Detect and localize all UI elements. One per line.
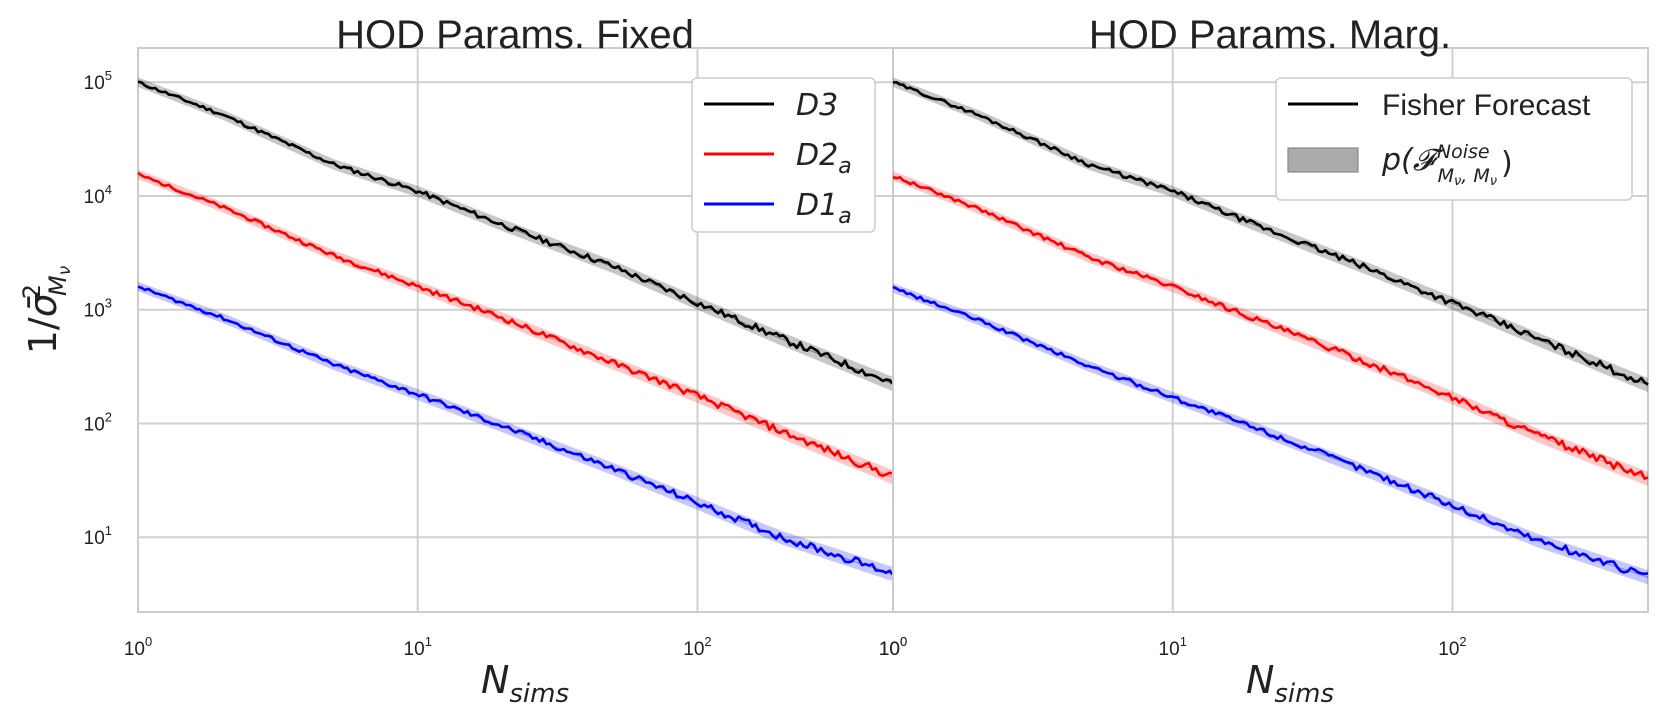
series-line-d1a <box>892 285 1649 576</box>
x-label-sub: sims <box>509 679 569 709</box>
x-axis-label-left: Nsims <box>481 658 569 709</box>
legend-noise-p: p( <box>1381 143 1414 178</box>
x-tick-exp: 0 <box>900 634 907 649</box>
legend-d1a-base: D1 <box>796 188 838 223</box>
y-tick-exp: 3 <box>105 296 112 311</box>
legend-label-d2a: D2a <box>796 138 852 179</box>
y-tick-label: 105 <box>84 68 112 94</box>
y-label-sub: M <box>44 275 72 296</box>
legend-d3-base: D3 <box>796 88 838 123</box>
legend-label-d3: D3 <box>796 88 838 123</box>
y-tick-exp: 4 <box>105 182 112 197</box>
y-tick-exp: 2 <box>105 409 112 424</box>
y-tick-label: 101 <box>84 523 112 549</box>
panel-hod-fixed: HOD Params. Fixed 100 101 102 100 101102103… <box>18 13 907 709</box>
x-tick-exp: 1 <box>1180 634 1187 649</box>
x-tick-label: 100 <box>879 634 907 660</box>
legend-noise-subsub2: ν <box>1490 174 1497 189</box>
x-tick-label: 100 <box>879 634 907 660</box>
y-tick-base: 10 <box>84 73 105 94</box>
x-tick-base: 10 <box>1438 639 1459 660</box>
panel-hod-marg: HOD Params. Marg. 100 101 102 Nsims Fisher… <box>879 13 1649 709</box>
x-tick-base: 10 <box>879 639 900 660</box>
legend-frame-right <box>1275 77 1633 201</box>
x-tick-base: 10 <box>879 639 900 660</box>
y-label-prefix: 1/ <box>21 317 65 354</box>
lines-left <box>137 80 895 576</box>
y-tick-base: 10 <box>84 414 105 435</box>
y-label-subsub: ν <box>55 265 75 275</box>
legend-noise-subsub: ν <box>1454 174 1461 189</box>
y-tick-base: 10 <box>84 301 105 322</box>
legend-label-noise: p(𝓕 Noise Mν, Mν) <box>1381 141 1513 189</box>
series-line-d1a <box>137 285 895 576</box>
y-axis-label: 1/σ̄2Mν <box>18 265 75 354</box>
y-tick-exp: 5 <box>105 68 112 83</box>
x-label-sub-right: sims <box>1274 679 1334 709</box>
band-d3 <box>893 77 1648 393</box>
band-d2a <box>138 169 893 485</box>
x-tick-exp: 2 <box>704 634 711 649</box>
x-label-base: N <box>481 658 509 702</box>
x-label-base-right: N <box>1246 658 1274 702</box>
series-line-d3 <box>137 80 894 385</box>
x-tick-base: 10 <box>124 639 145 660</box>
x-tick-label: 102 <box>683 634 711 660</box>
x-ticks-right: 100 101 102 <box>879 634 1467 660</box>
legend-noise-close: ) <box>1501 146 1513 181</box>
x-ticks-left: 100 101 102 100 <box>124 634 907 660</box>
legend-left: D3 D2a D1a <box>691 77 876 233</box>
y-tick-base: 10 <box>84 187 105 208</box>
band-d2a <box>893 171 1648 486</box>
x-tick-label: 101 <box>404 634 432 660</box>
x-tick-base: 10 <box>1159 639 1180 660</box>
band-d3 <box>138 77 893 392</box>
x-tick-exp: 1 <box>425 634 432 649</box>
x-tick-label: 101 <box>1159 634 1187 660</box>
legend-right: Fisher Forecast p(𝓕 Noise Mν, Mν) <box>1275 77 1633 201</box>
series-line-d2a <box>892 176 1649 480</box>
chart-title-right: HOD Params. Marg. <box>1089 13 1451 57</box>
x-tick-label: 100 <box>124 634 152 660</box>
y-tick-label: 102 <box>84 409 112 435</box>
lines-right <box>892 80 1649 576</box>
legend-noise-sub: M <box>1438 165 1454 187</box>
y-tick-exp: 1 <box>105 523 112 538</box>
y-tick-base: 10 <box>84 528 105 549</box>
legend-label-fisher: Fisher Forecast <box>1382 89 1591 122</box>
x-tick-base: 10 <box>404 639 425 660</box>
legend-label-d1a: D1a <box>796 188 852 229</box>
chart-title-left: HOD Params. Fixed <box>336 13 694 57</box>
x-tick-exp: 0 <box>145 634 152 649</box>
y-label-sym: σ̄ <box>21 291 65 317</box>
legend-swatch-noise <box>1287 147 1359 173</box>
x-axis-label-right: Nsims <box>1246 658 1334 709</box>
y-label-sup: 2 <box>18 284 46 299</box>
x-tick-exp: 0 <box>900 634 907 649</box>
legend-noise-sup: Noise <box>1437 141 1490 163</box>
x-tick-label: 102 <box>1438 634 1466 660</box>
legend-frame-left <box>691 77 876 233</box>
x-tick-base: 10 <box>683 639 704 660</box>
legend-d1a-sub: a <box>838 204 851 229</box>
y-tick-label: 103 <box>84 296 112 322</box>
series-line-d3 <box>892 80 1649 386</box>
legend-noise-sub2: , M <box>1461 165 1489 187</box>
x-tick-exp: 2 <box>1459 634 1466 649</box>
y-tick-label: 104 <box>84 182 112 208</box>
legend-d2a-base: D2 <box>796 138 838 173</box>
legend-d2a-sub: a <box>838 154 851 179</box>
series-line-d2a <box>137 171 894 478</box>
